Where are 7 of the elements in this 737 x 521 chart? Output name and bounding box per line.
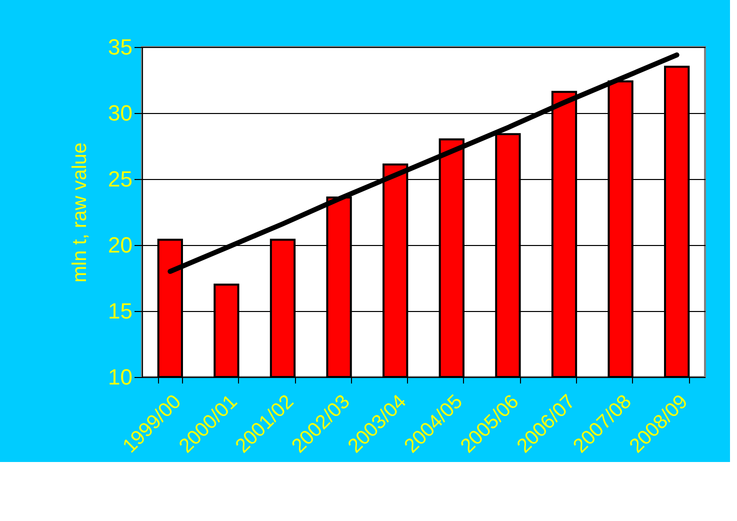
- y-tick-label: 35: [108, 34, 132, 60]
- y-tick-label: 15: [108, 298, 132, 324]
- y-tick-label: 20: [108, 232, 132, 258]
- y-tick-label: 30: [108, 100, 132, 126]
- y-tick-label: 25: [108, 166, 132, 192]
- y-axis-title: mln t, raw value: [69, 142, 92, 283]
- y-tick-label: 10: [108, 364, 132, 390]
